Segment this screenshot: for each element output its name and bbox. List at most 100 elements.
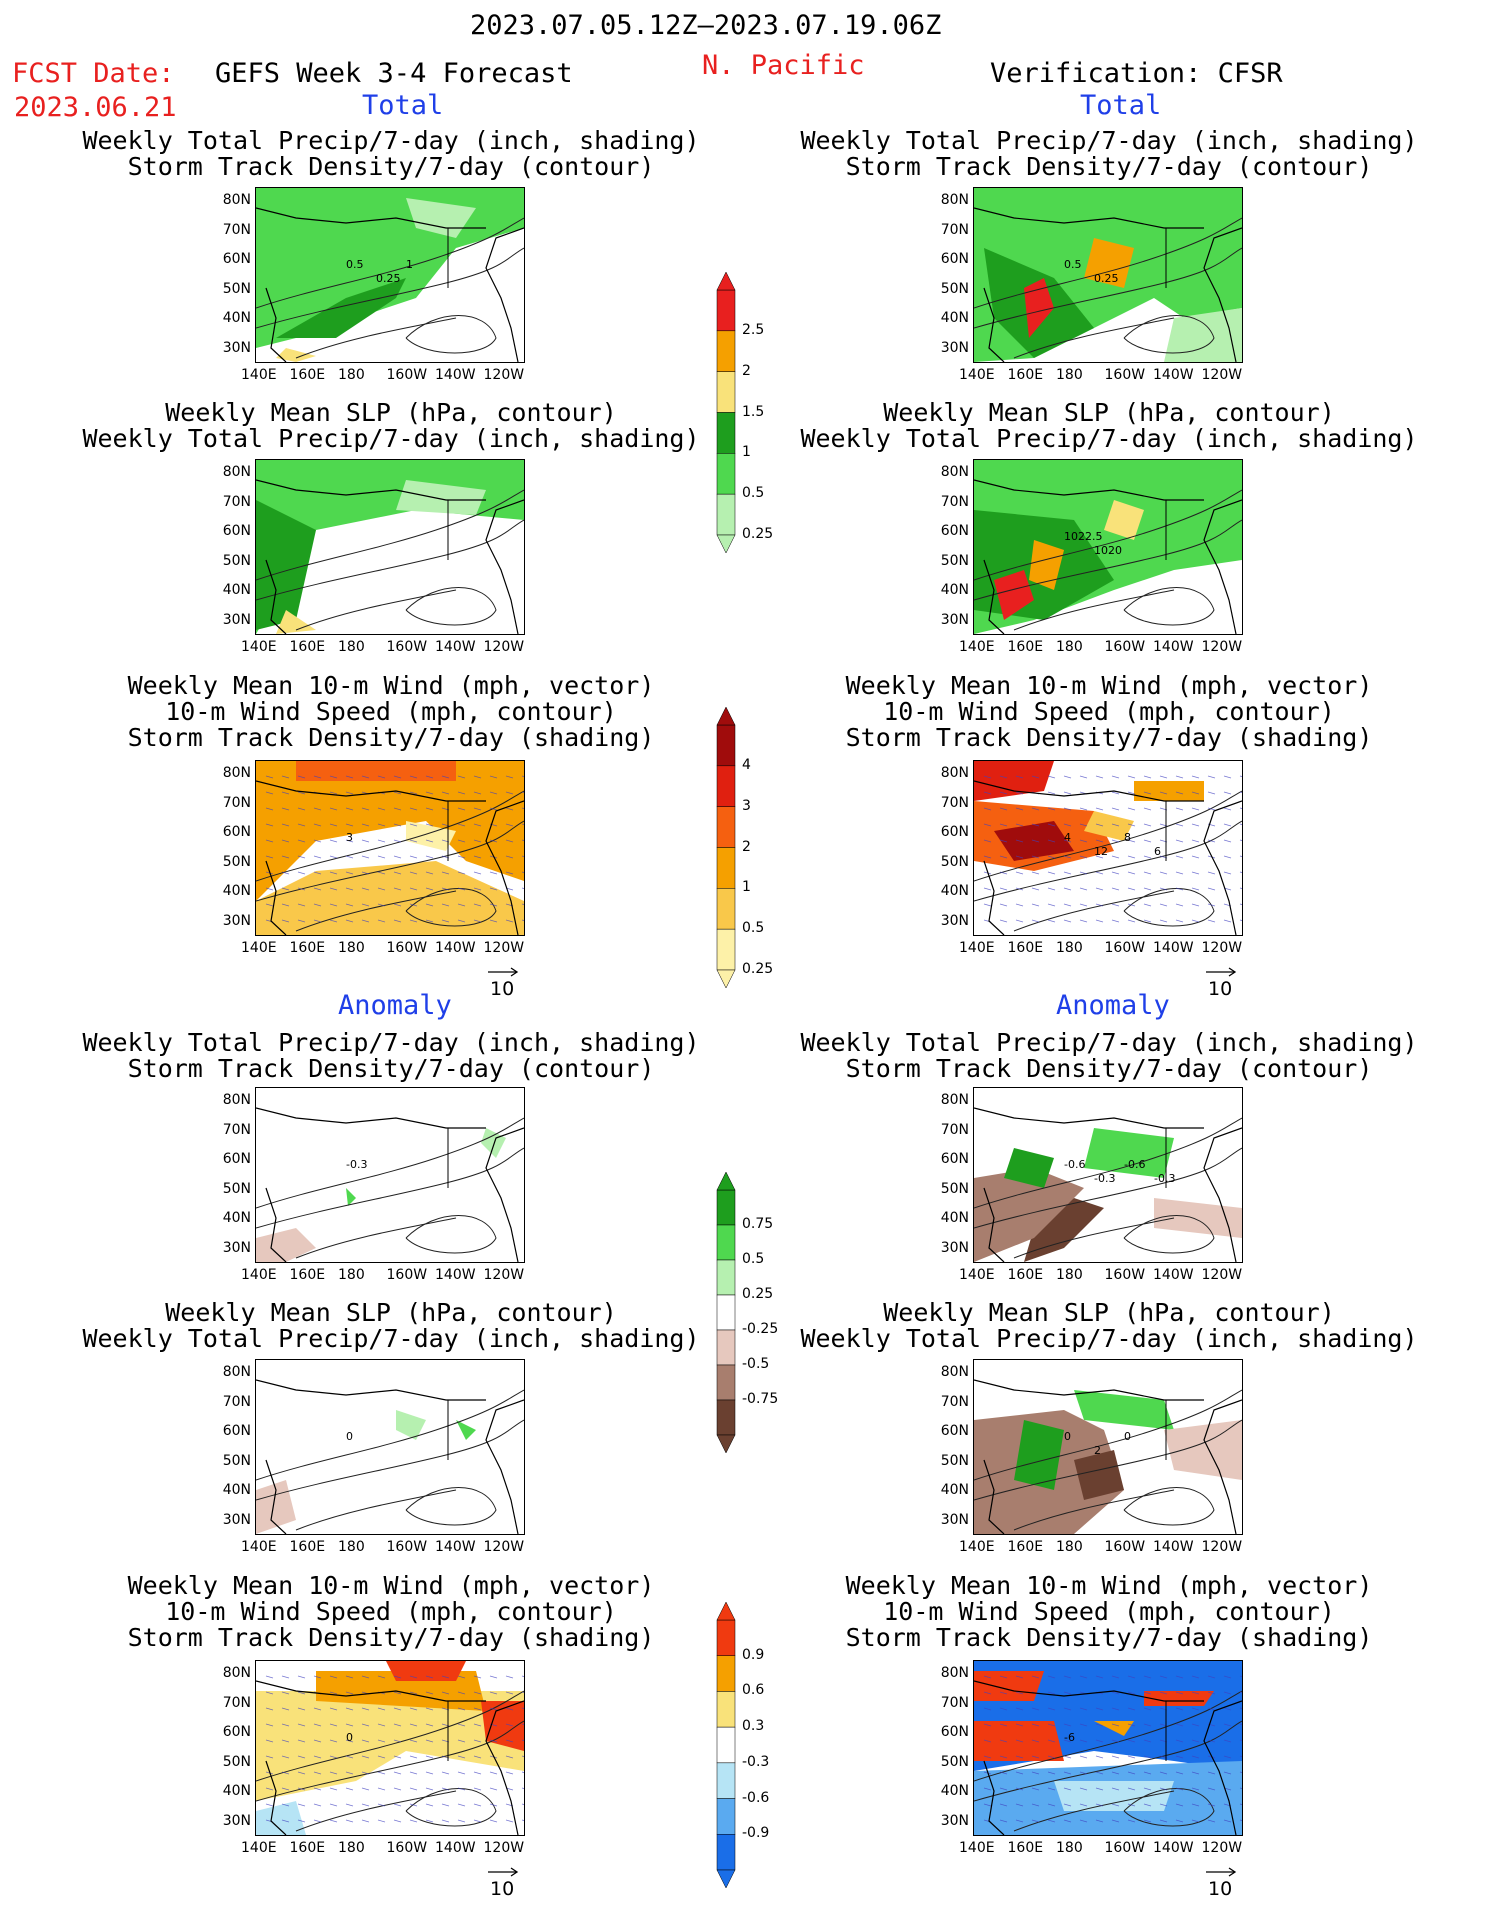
wind-vector [489, 1771, 498, 1775]
lon-label: 140E [241, 940, 277, 956]
wind-vector [1079, 903, 1088, 907]
wind-vector [457, 839, 466, 843]
wind-vector [425, 871, 434, 875]
wind-vector [1015, 919, 1024, 923]
vector-ref-11: 10 [486, 1860, 520, 1900]
wind-vector [999, 1707, 1008, 1711]
contour-label: -0.6 [1124, 1158, 1145, 1171]
lon-label: 160E [289, 639, 326, 655]
wind-vector [345, 1723, 354, 1727]
wind-vector [1079, 807, 1088, 811]
wind-vector [489, 1707, 498, 1711]
shading-region [1104, 500, 1144, 540]
wind-vector [1223, 1755, 1232, 1759]
contour-label: 3 [346, 831, 353, 844]
contour-label: -0.3 [1094, 1172, 1115, 1185]
wind-vector [473, 887, 482, 891]
wind-vector [1111, 775, 1120, 779]
wind-vector [1111, 1787, 1120, 1791]
shading-region [1074, 1450, 1124, 1500]
lon-label: 160E [1007, 1267, 1044, 1283]
wind-vector [441, 775, 450, 779]
lat-label: 50N [222, 280, 251, 297]
lat-label: 60N [940, 824, 969, 840]
wind-vector [425, 903, 434, 907]
wind-vector [521, 1819, 524, 1821]
map-canvas-2: 0.5 0.25 [974, 188, 1242, 362]
shading-region [1024, 278, 1054, 338]
lon-label: 160W [386, 1267, 428, 1283]
wind-vector [297, 807, 306, 811]
lat-label: 30N [940, 1239, 969, 1256]
wind-vector [1079, 1723, 1088, 1727]
wind-vector [983, 791, 992, 795]
lat-label: 70N [940, 794, 969, 811]
wind-vector [1239, 1723, 1242, 1725]
wind-vector [1223, 1771, 1232, 1775]
lat-label: 80N [940, 192, 969, 208]
shading-region [1134, 781, 1204, 801]
colorbar-swatch [716, 1259, 736, 1296]
wind-vector [1047, 903, 1056, 907]
wind-vector [361, 1771, 370, 1775]
wind-vector [345, 791, 354, 795]
wind-vector [1111, 855, 1120, 859]
lon-label: 140W [435, 1267, 476, 1283]
wind-vector [1239, 1691, 1242, 1693]
wind-vector [1175, 1755, 1184, 1759]
wind-vector [1191, 1819, 1200, 1823]
shading-region [994, 821, 1074, 861]
wind-vector [265, 839, 274, 843]
shading-region [1029, 540, 1064, 590]
wind-vector [425, 1707, 434, 1711]
wind-vector [393, 1755, 402, 1759]
wind-vector [297, 1739, 306, 1743]
lon-label: 140W [1153, 639, 1194, 655]
shading-region [1014, 1420, 1064, 1490]
wind-vector [999, 807, 1008, 811]
wind-vector [521, 1755, 524, 1757]
wind-vector [345, 1675, 354, 1679]
contour-line [974, 820, 1242, 902]
wind-vector [329, 855, 338, 859]
wind-vector [313, 1771, 322, 1775]
wind-vector [377, 775, 386, 779]
wind-vector [457, 1723, 466, 1727]
wind-vector [377, 1803, 386, 1807]
colorbar-label: 2 [742, 362, 751, 379]
wind-vector [265, 823, 274, 827]
wind-vector [297, 791, 306, 795]
lon-label: 120W [1201, 367, 1243, 383]
lat-label: 40N [940, 883, 969, 899]
wind-vector [409, 839, 418, 843]
lon-label: 140E [959, 1539, 995, 1555]
wind-vector [281, 1707, 290, 1711]
colorbar-precip_total [716, 271, 736, 554]
map-canvas-3 [256, 460, 524, 634]
lon-label: 180 [338, 639, 365, 655]
lat-label: 60N [222, 523, 251, 539]
wind-vector [999, 839, 1008, 843]
contour-label: 6 [1154, 845, 1161, 858]
wind-vector [377, 903, 386, 907]
wind-vector [345, 887, 354, 891]
arrow-right-icon [1206, 967, 1237, 977]
wind-vector [1111, 839, 1120, 843]
wind-vector [489, 775, 498, 779]
wind-vector [1239, 1771, 1242, 1773]
wind-vector [489, 903, 498, 907]
wind-vector [393, 1739, 402, 1743]
vector-ref-6: 10 [1204, 960, 1238, 1000]
wind-vector [505, 1675, 514, 1679]
wind-vector [521, 775, 524, 777]
wind-vector [1127, 1739, 1136, 1743]
lon-label: 140W [435, 639, 476, 655]
lat-label: 80N [222, 464, 251, 480]
wind-vector [1015, 823, 1024, 827]
lat-label: 60N [940, 1151, 969, 1167]
colorbar-label: 0.9 [742, 1646, 765, 1663]
wind-vector [1095, 919, 1104, 923]
wind-vector [1239, 1755, 1242, 1757]
lat-label: 30N [222, 1239, 251, 1256]
contour-line [295, 317, 457, 359]
